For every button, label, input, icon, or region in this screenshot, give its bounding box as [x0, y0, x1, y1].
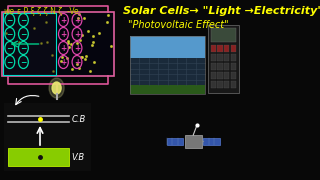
Text: +: +: [60, 58, 67, 67]
Text: Solar Cells→ "Light →Electricity": Solar Cells→ "Light →Electricity": [123, 6, 320, 16]
Bar: [2, 12, 114, 76]
Bar: [231, 72, 236, 79]
Bar: [224, 54, 229, 61]
Bar: [3, 13, 56, 75]
Text: +: +: [60, 44, 67, 53]
Text: +: +: [74, 30, 80, 39]
Bar: [224, 45, 229, 52]
Text: ε P ξ ζ ζ N ζ  -Ve: ε P ξ ζ ζ N ζ -Ve: [17, 7, 78, 16]
Bar: [211, 28, 236, 42]
Bar: [130, 58, 205, 85]
Text: −: −: [7, 58, 13, 67]
Text: −: −: [7, 16, 13, 25]
Circle shape: [52, 82, 61, 94]
Bar: [224, 81, 229, 88]
Text: +: +: [74, 16, 80, 25]
Bar: [217, 72, 223, 79]
Circle shape: [49, 78, 64, 98]
Bar: [211, 45, 216, 52]
Text: +: +: [74, 44, 80, 53]
Bar: [231, 54, 236, 61]
Bar: [217, 81, 223, 88]
Text: −: −: [20, 16, 27, 25]
Bar: [224, 72, 229, 79]
Bar: [167, 138, 183, 145]
Bar: [211, 72, 216, 79]
Text: +: +: [60, 30, 67, 39]
Text: −: −: [7, 30, 13, 39]
Text: we: we: [4, 7, 15, 16]
Text: −: −: [20, 58, 27, 67]
Bar: [8, 148, 69, 166]
Bar: [203, 138, 220, 145]
Bar: [130, 85, 205, 94]
Bar: [217, 54, 223, 61]
Bar: [231, 63, 236, 70]
Bar: [217, 45, 223, 52]
Text: "Photovoltaic Effect": "Photovoltaic Effect": [128, 20, 229, 30]
Bar: [130, 36, 205, 58]
Bar: [185, 135, 202, 148]
Text: +: +: [60, 16, 67, 25]
Bar: [211, 81, 216, 88]
Bar: [3, 13, 56, 75]
Bar: [231, 81, 236, 88]
Bar: [4, 103, 91, 171]
Bar: [217, 63, 223, 70]
Text: −: −: [20, 44, 27, 53]
Bar: [224, 63, 229, 70]
Text: +: +: [74, 58, 80, 67]
Bar: [208, 25, 238, 93]
Bar: [231, 45, 236, 52]
Text: V.B: V.B: [72, 152, 85, 161]
Bar: [56, 13, 114, 75]
Text: −: −: [7, 44, 13, 53]
Bar: [211, 63, 216, 70]
Text: C.B: C.B: [72, 114, 86, 123]
Text: −: −: [20, 30, 27, 39]
Bar: [211, 54, 216, 61]
Bar: [130, 36, 205, 94]
